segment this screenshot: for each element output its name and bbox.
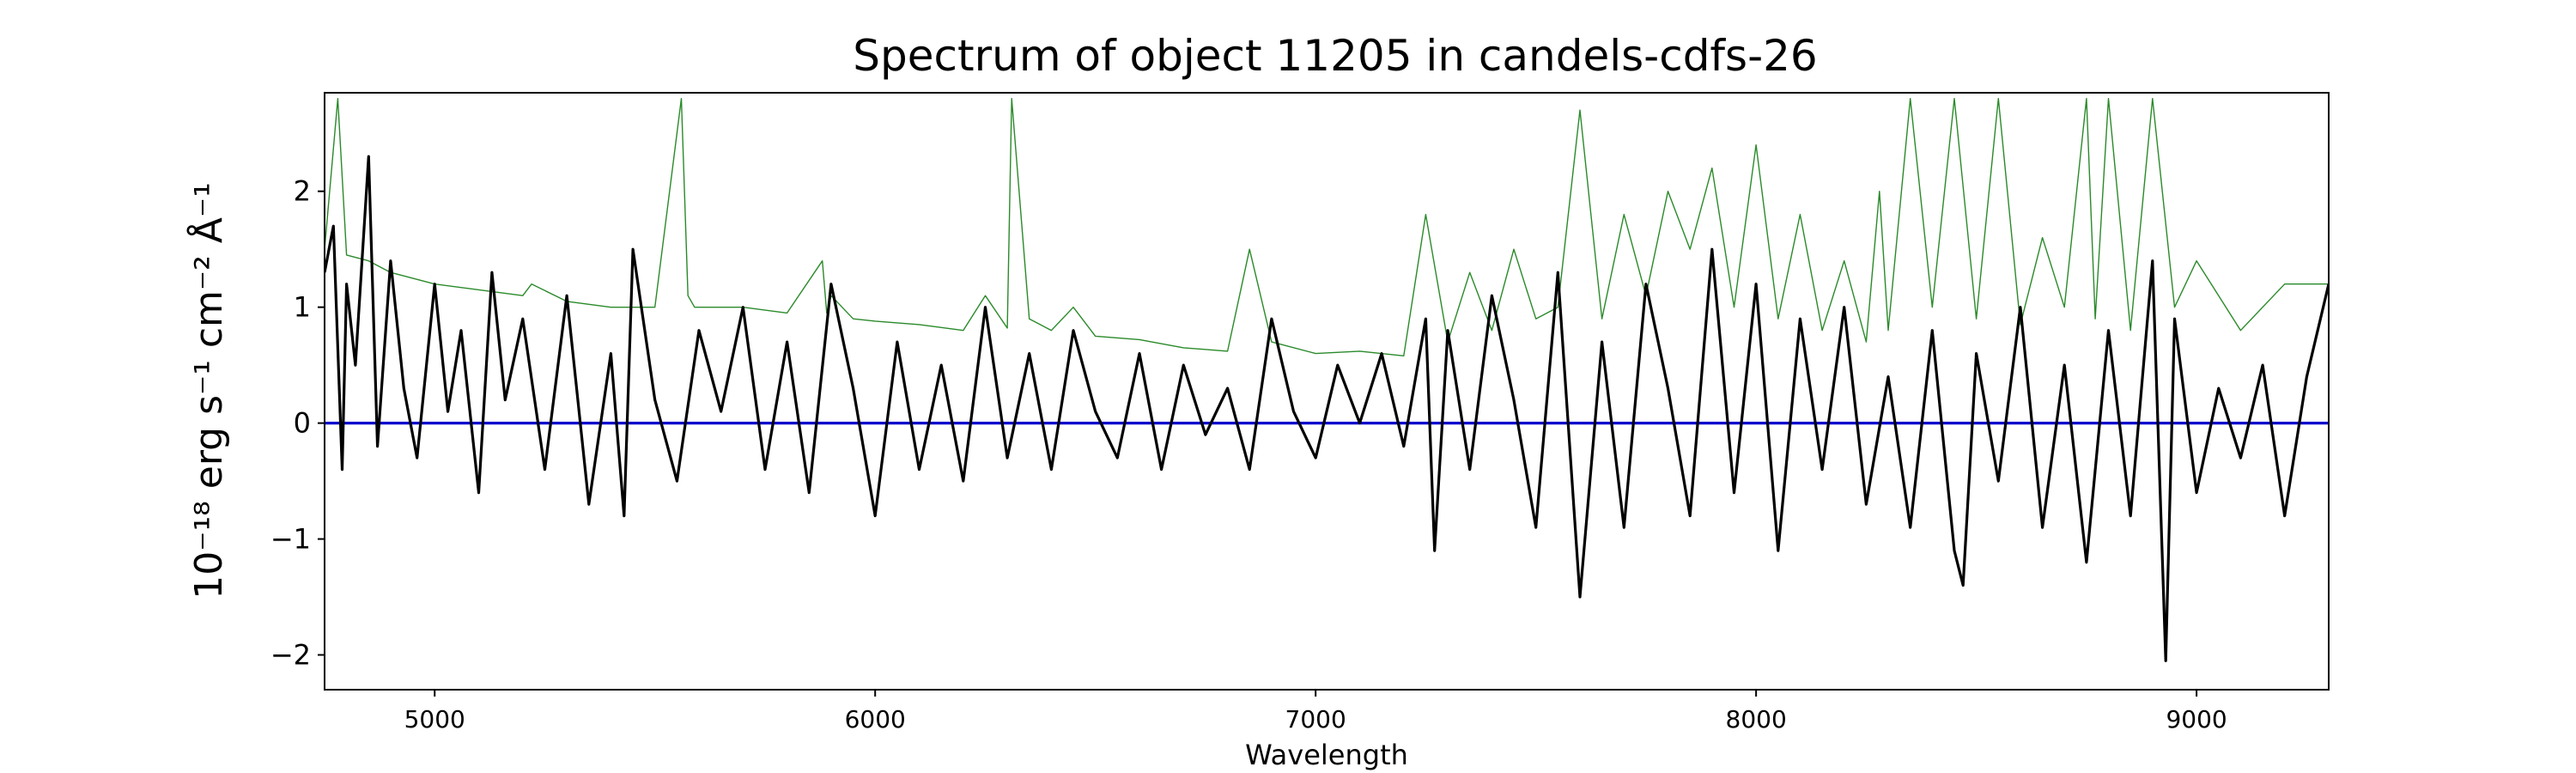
x-tick-label: 5000	[404, 705, 465, 733]
series-layer	[325, 97, 2329, 662]
series-line-3	[325, 155, 2329, 662]
chart-title: Spectrum of object 11205 in candels-cdfs…	[853, 31, 1818, 81]
plot-area-frame	[324, 92, 2330, 691]
y-tick-label: 0	[294, 407, 311, 440]
x-tick-label: 9000	[2166, 705, 2227, 733]
y-tick-label: 2	[294, 175, 311, 208]
y-axis: −2 −1 0 1 2	[270, 175, 325, 672]
series-line-1	[325, 97, 2329, 356]
x-axis-label: Wavelength	[1245, 739, 1408, 771]
y-tick-label: −2	[270, 639, 311, 672]
x-tick-label: 7000	[1285, 705, 1346, 733]
x-tick-label: 6000	[845, 705, 906, 733]
y-axis-label: 10⁻¹⁸ erg s⁻¹ cm⁻² Å⁻¹	[185, 182, 231, 599]
x-tick-label: 8000	[1726, 705, 1787, 733]
y-tick-label: 1	[294, 291, 311, 324]
x-axis: 5000 6000 7000 8000 9000	[404, 690, 2227, 733]
y-tick-label: −1	[270, 523, 311, 556]
